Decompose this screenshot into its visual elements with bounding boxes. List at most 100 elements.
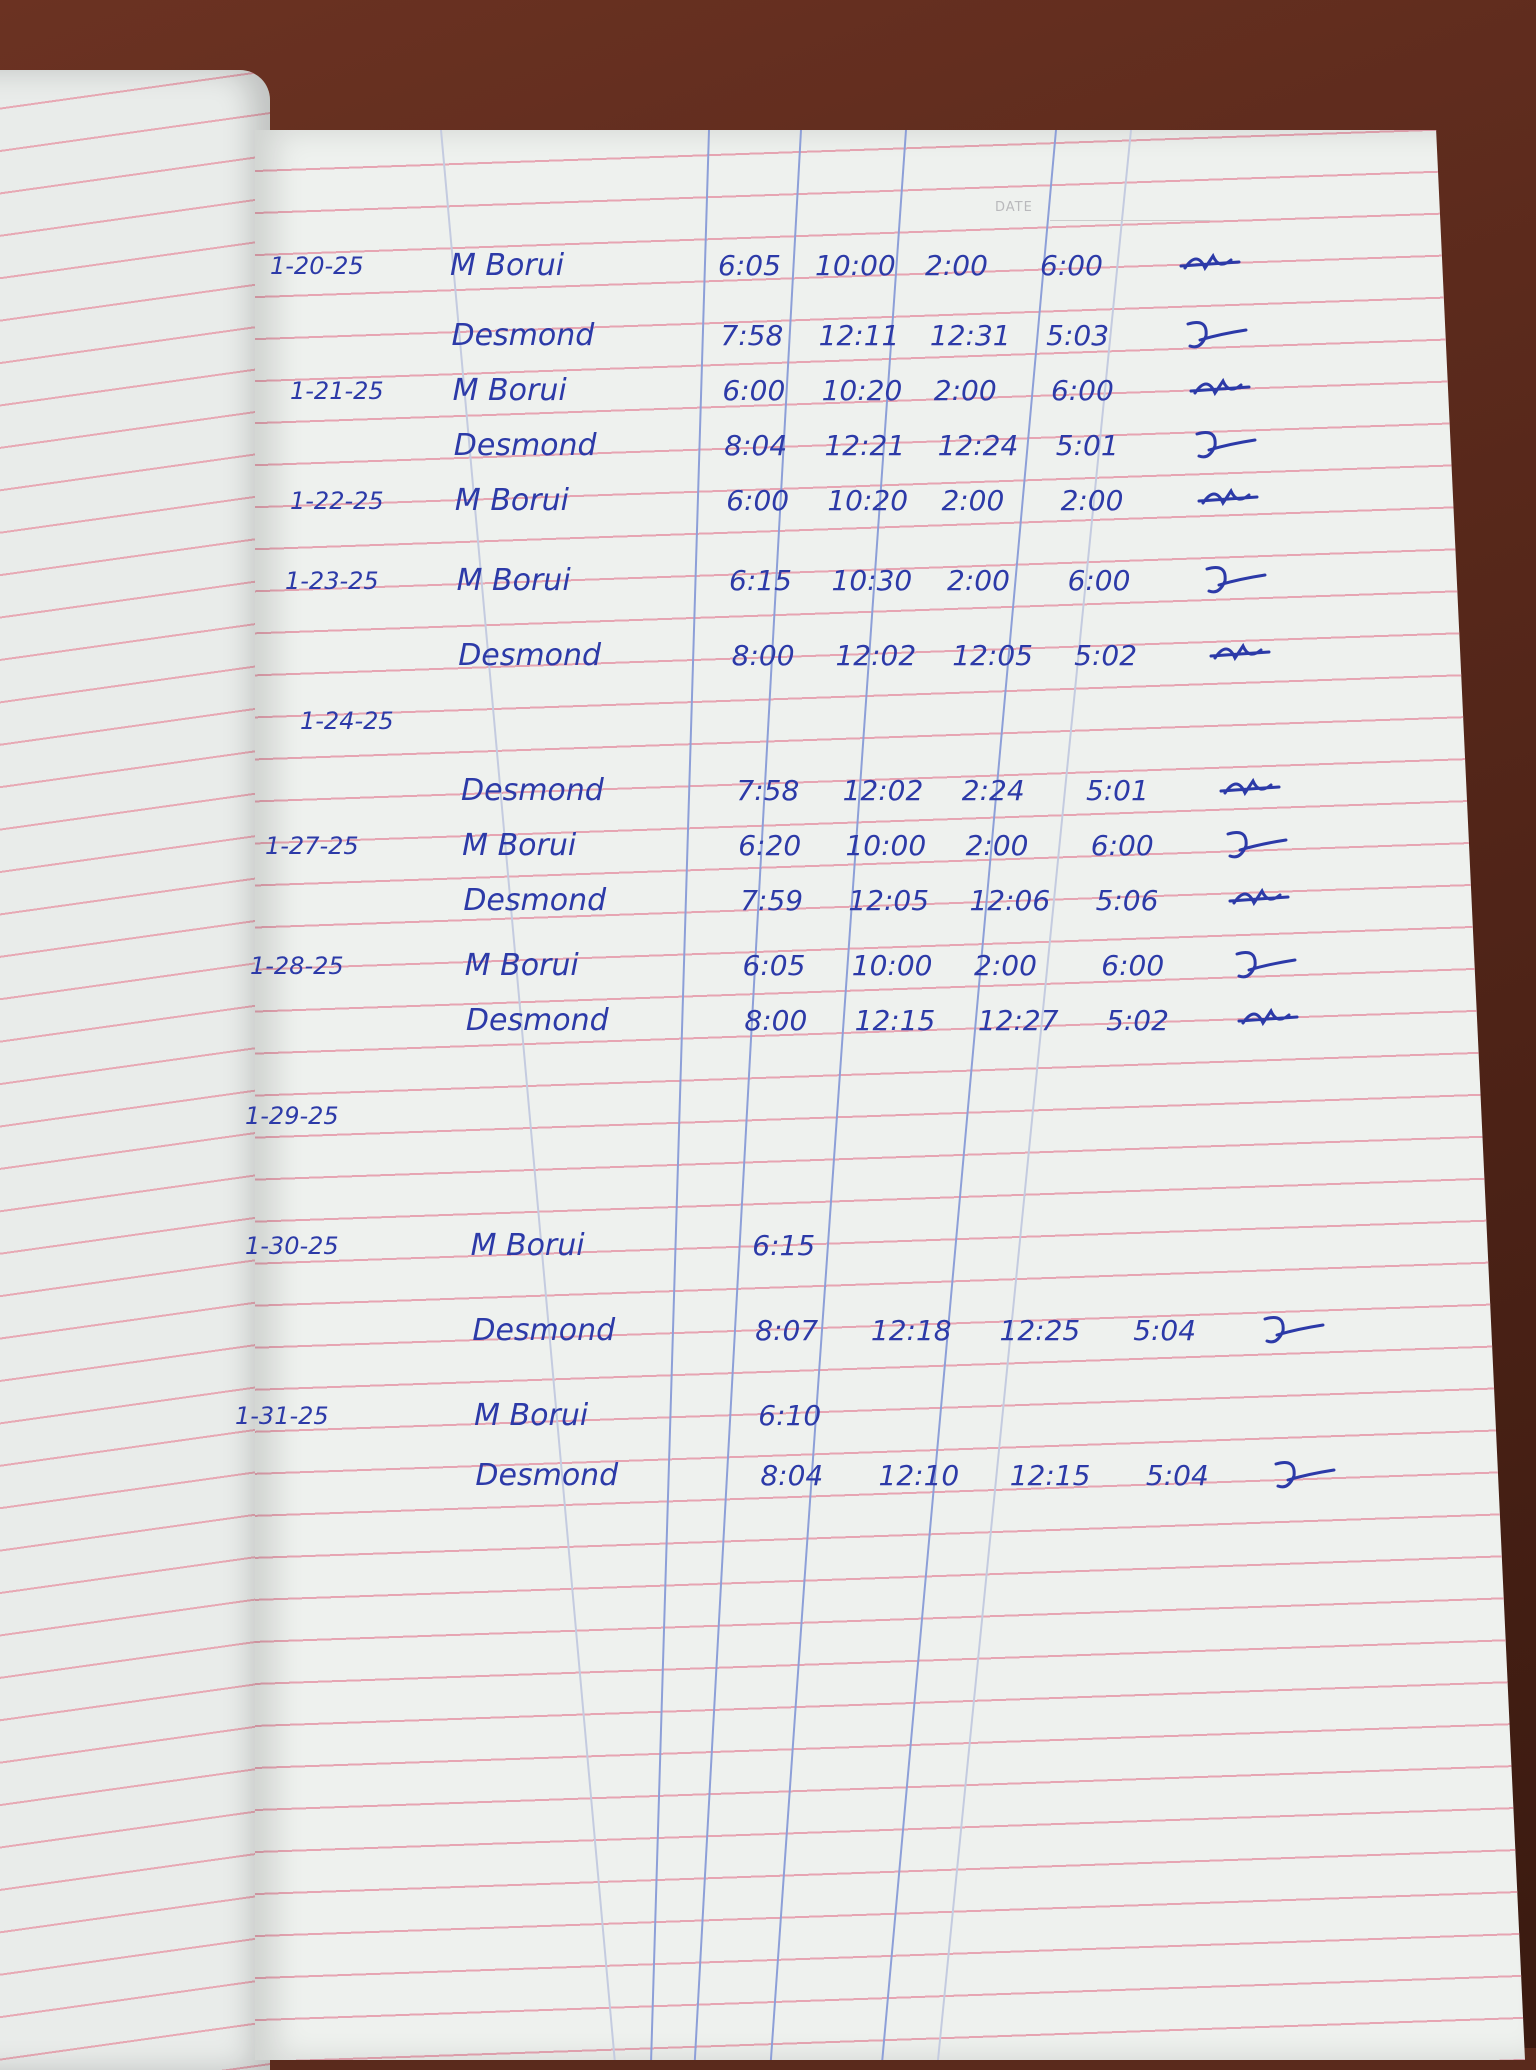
right-notebook-page [255,130,1525,2060]
row-date: 1-30-25 [245,1232,339,1260]
row-name: M Borui [452,373,567,408]
row-time-1: 6:00 [726,484,790,517]
row-date: 1-31-25 [235,1402,329,1430]
row-time-1: 6:10 [758,1399,822,1432]
signature-icon [1274,1461,1336,1489]
row-time-3: 12:05 [952,639,1033,672]
row-name: Desmond [472,1313,616,1348]
row-name: M Borui [454,483,569,518]
row-time-2: 12:05 [848,884,930,917]
row-name: Desmond [451,318,595,353]
row-time-2: 10:20 [821,374,903,407]
row-name: M Borui [470,1228,585,1263]
row-time-3: 2:00 [947,564,1010,597]
row-time-3: 12:31 [929,319,1011,352]
row-name: Desmond [461,773,604,808]
signature-icon [1195,431,1257,459]
row-time-4: 5:03 [1046,319,1110,352]
row-date: 1-20-25 [270,252,364,280]
row-time-1: 8:07 [755,1314,819,1347]
row-time-2: 10:30 [831,564,913,597]
row-time-4: 5:01 [1085,774,1149,807]
row-time-1: 8:04 [724,429,788,462]
row-time-1: 6:15 [729,564,792,597]
row-date: 1-24-25 [300,707,394,735]
row-time-4: 5:01 [1055,429,1119,462]
row-time-1: 7:59 [740,884,804,917]
row-time-1: 8:00 [744,1004,808,1037]
row-time-1: 6:20 [738,829,802,862]
row-time-1: 6:15 [752,1229,816,1262]
row-time-4: 6:00 [1040,249,1103,282]
row-time-1: 6:05 [718,249,781,282]
row-time-3: 2:00 [925,249,988,282]
row-time-2: 12:18 [870,1314,952,1347]
row-time-1: 6:05 [742,949,806,982]
signature-icon [1186,321,1248,349]
row-date: 1-27-25 [265,832,359,860]
row-date: 1-22-25 [290,487,384,515]
row-time-4: 5:02 [1106,1004,1169,1037]
signature-icon [1226,831,1288,859]
row-name: M Borui [456,563,571,598]
row-time-2: 10:00 [851,949,933,982]
row-time-3: 2:00 [974,949,1037,982]
row-time-3: 2:24 [961,774,1025,807]
row-time-2: 10:20 [827,484,909,517]
date-header-label: DATE [995,200,1033,215]
signature-icon [1197,487,1259,507]
row-date: 1-21-25 [290,377,384,405]
row-name: Desmond [463,883,607,918]
row-name: M Borui [450,248,565,283]
date-underline [1050,220,1210,221]
signature-icon [1235,951,1297,979]
row-time-4: 6:00 [1090,829,1154,862]
row-time-2: 12:15 [854,1004,936,1037]
row-time-1: 8:00 [731,639,795,672]
signature-icon [1205,566,1267,594]
row-time-3: 12:25 [999,1314,1081,1347]
signature-icon [1263,1316,1325,1344]
signature-icon [1189,377,1251,397]
row-time-2: 10:00 [815,249,896,282]
row-name: M Borui [462,828,577,863]
signature-icon [1228,887,1290,907]
row-time-3: 12:27 [977,1004,1059,1037]
row-time-4: 6:00 [1067,564,1131,597]
row-name: M Borui [474,1398,589,1433]
row-time-1: 7:58 [720,319,784,352]
signature-icon [1237,1007,1299,1027]
signature-icon [1179,252,1241,272]
row-name: Desmond [453,428,597,463]
row-time-2: 12:02 [842,774,924,807]
row-time-2: 12:02 [835,639,917,672]
row-time-4: 5:06 [1095,884,1159,917]
row-time-4: 2:00 [1060,484,1124,517]
row-name: Desmond [475,1458,619,1493]
row-time-2: 10:00 [845,829,927,862]
signature-icon [1209,642,1271,662]
row-name: M Borui [464,948,579,983]
row-time-2: 12:10 [878,1459,960,1492]
row-time-1: 8:04 [760,1459,824,1492]
row-time-2: 12:21 [824,429,906,462]
row-time-3: 12:24 [937,429,1019,462]
row-time-3: 2:00 [965,829,1029,862]
row-time-3: 12:06 [969,884,1051,917]
signature-icon [1219,777,1281,797]
row-name: Desmond [465,1003,609,1038]
row-time-3: 2:00 [933,374,997,407]
row-time-3: 2:00 [941,484,1005,517]
row-date: 1-23-25 [285,567,379,595]
row-time-4: 6:00 [1050,374,1114,407]
row-time-1: 7:58 [736,774,800,807]
row-time-3: 12:15 [1009,1459,1091,1492]
row-time-4: 5:04 [1133,1314,1197,1347]
row-name: Desmond [458,638,602,673]
row-time-4: 6:00 [1101,949,1165,982]
left-notebook-page [0,70,270,2070]
row-date: 1-28-25 [250,952,344,980]
row-time-1: 6:00 [722,374,786,407]
row-date: 1-29-25 [245,1102,339,1130]
row-time-4: 5:04 [1145,1459,1209,1492]
